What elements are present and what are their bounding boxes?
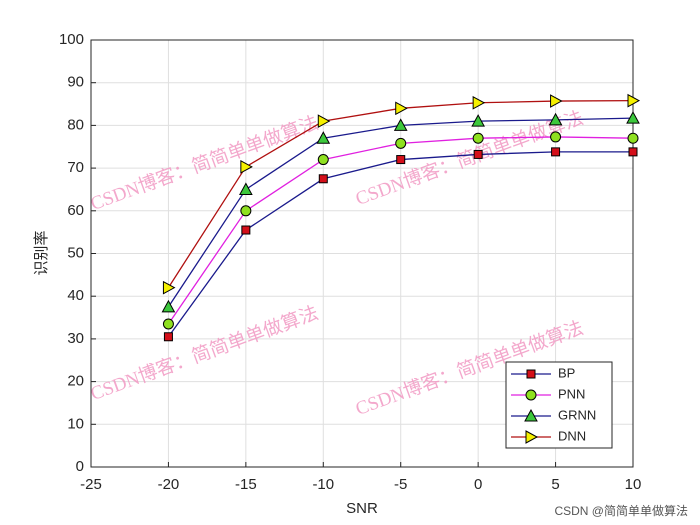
x-tick-label: -25 [80, 476, 102, 493]
x-tick-label: 0 [474, 476, 482, 493]
legend-box [505, 361, 613, 449]
marker [241, 225, 251, 235]
x-tick-label: -15 [235, 476, 257, 493]
marker [472, 132, 484, 144]
marker [628, 147, 638, 157]
legend-marker [526, 369, 536, 379]
marker [163, 332, 173, 342]
marker [395, 137, 407, 149]
y-tick-label: 20 [67, 373, 84, 390]
y-tick-label: 100 [59, 31, 84, 48]
marker [471, 114, 485, 127]
marker [318, 174, 328, 184]
marker [472, 95, 486, 110]
marker [396, 155, 406, 165]
marker [550, 94, 563, 108]
marker [161, 299, 176, 313]
y-tick-label: 10 [67, 415, 84, 432]
marker [317, 154, 329, 166]
marker [240, 159, 253, 174]
marker [550, 131, 562, 143]
legend-marker [524, 408, 538, 422]
marker [393, 118, 408, 131]
marker [239, 182, 253, 195]
legend-marker [525, 389, 537, 401]
legend-label: GRNN [558, 407, 596, 422]
legend-label: PNN [558, 386, 585, 401]
marker [240, 205, 252, 217]
y-tick-label: 30 [67, 330, 84, 347]
y-tick-label: 40 [67, 287, 84, 304]
legend-label: BP [558, 365, 575, 380]
y-tick-label: 80 [67, 116, 84, 133]
y-axis-label: 识别率 [33, 230, 50, 275]
marker [551, 147, 561, 157]
x-tick-label: -20 [158, 476, 180, 493]
marker [626, 111, 640, 124]
x-tick-label: -10 [312, 476, 334, 493]
y-tick-label: 50 [67, 244, 84, 261]
y-tick-label: 70 [67, 159, 84, 176]
marker [316, 131, 331, 144]
marker [627, 93, 641, 108]
legend-marker [525, 430, 539, 444]
credit: CSDN @简简单单做算法 [554, 503, 688, 518]
x-tick-label: 5 [551, 476, 559, 493]
y-tick-label: 60 [67, 202, 84, 219]
x-tick-label: -5 [394, 476, 407, 493]
marker [162, 280, 176, 295]
x-axis-label: SNR [346, 500, 378, 517]
marker [548, 112, 563, 126]
y-tick-label: 0 [76, 458, 84, 475]
marker [627, 132, 639, 144]
x-tick-label: 10 [625, 476, 642, 493]
marker [162, 318, 174, 330]
marker [473, 149, 483, 159]
axes-box [90, 39, 634, 468]
marker [395, 101, 408, 116]
y-tick-label: 90 [67, 74, 84, 91]
legend-label: DNN [558, 428, 586, 443]
marker [317, 114, 331, 128]
